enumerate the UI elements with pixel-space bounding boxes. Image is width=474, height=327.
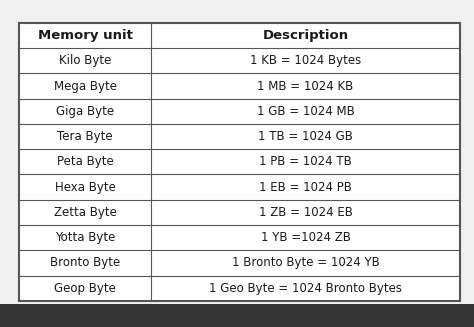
Text: 1 YB =1024 ZB: 1 YB =1024 ZB bbox=[261, 231, 350, 244]
Text: Mega Byte: Mega Byte bbox=[54, 79, 117, 93]
Bar bbox=[19, 250, 151, 276]
Bar bbox=[19, 48, 151, 74]
Text: Description: Description bbox=[263, 29, 348, 42]
Text: Yotta Byte: Yotta Byte bbox=[55, 231, 115, 244]
Bar bbox=[151, 225, 460, 250]
Text: Geop Byte: Geop Byte bbox=[54, 282, 116, 295]
Bar bbox=[151, 74, 460, 99]
Text: Giga Byte: Giga Byte bbox=[56, 105, 114, 118]
Text: Zetta Byte: Zetta Byte bbox=[54, 206, 117, 219]
Bar bbox=[0, 304, 474, 327]
Bar bbox=[19, 225, 151, 250]
Text: 1 PB = 1024 TB: 1 PB = 1024 TB bbox=[259, 155, 352, 168]
Text: 1 GB = 1024 MB: 1 GB = 1024 MB bbox=[256, 105, 355, 118]
Bar bbox=[19, 99, 151, 124]
Bar bbox=[19, 200, 151, 225]
Bar bbox=[151, 175, 460, 200]
Text: 1 Geo Byte = 1024 Bronto Bytes: 1 Geo Byte = 1024 Bronto Bytes bbox=[209, 282, 402, 295]
Text: Tera Byte: Tera Byte bbox=[57, 130, 113, 143]
Bar bbox=[151, 149, 460, 175]
Bar bbox=[151, 99, 460, 124]
Text: Hexa Byte: Hexa Byte bbox=[55, 181, 116, 194]
Bar bbox=[151, 250, 460, 276]
Text: Memory unit: Memory unit bbox=[37, 29, 133, 42]
Bar bbox=[151, 200, 460, 225]
Bar bbox=[19, 23, 151, 48]
Bar bbox=[151, 23, 460, 48]
Text: 1 EB = 1024 PB: 1 EB = 1024 PB bbox=[259, 181, 352, 194]
Bar bbox=[151, 48, 460, 74]
Text: 1 MB = 1024 KB: 1 MB = 1024 KB bbox=[257, 79, 354, 93]
Text: 1 Bronto Byte = 1024 YB: 1 Bronto Byte = 1024 YB bbox=[232, 256, 379, 269]
Text: Kilo Byte: Kilo Byte bbox=[59, 54, 111, 67]
Bar bbox=[151, 124, 460, 149]
Bar bbox=[19, 175, 151, 200]
Bar bbox=[19, 276, 151, 301]
Bar bbox=[19, 124, 151, 149]
Text: Bronto Byte: Bronto Byte bbox=[50, 256, 120, 269]
Text: Peta Byte: Peta Byte bbox=[57, 155, 113, 168]
Bar bbox=[19, 149, 151, 175]
Text: 1 TB = 1024 GB: 1 TB = 1024 GB bbox=[258, 130, 353, 143]
Bar bbox=[19, 74, 151, 99]
Text: 1 KB = 1024 Bytes: 1 KB = 1024 Bytes bbox=[250, 54, 361, 67]
Bar bbox=[151, 276, 460, 301]
Text: 1 ZB = 1024 EB: 1 ZB = 1024 EB bbox=[258, 206, 353, 219]
